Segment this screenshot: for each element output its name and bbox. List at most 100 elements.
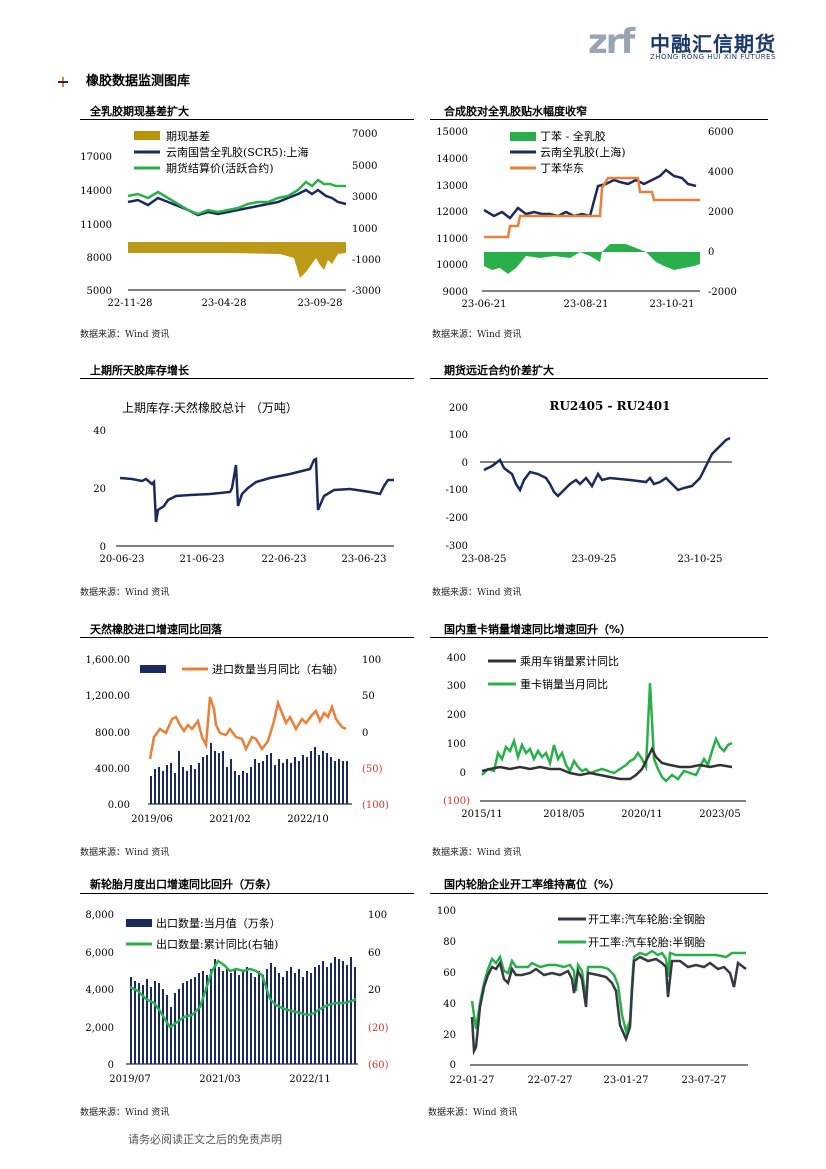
chart-7-legend-swatch-bar	[126, 919, 152, 927]
chart-1-left-tick: 5000	[87, 286, 112, 297]
chart-1-legend-swatch-basis	[134, 131, 160, 140]
chart-5-left-tick: 1,600.00	[85, 655, 130, 666]
chart-4-left-tick: 100	[449, 430, 468, 441]
chart-1-spot-series	[127, 188, 347, 217]
chart-6-left-tick: 200	[447, 710, 466, 721]
chart-8-left-tick: 40	[443, 999, 456, 1010]
chart-5-left-tick: 400.00	[95, 764, 130, 775]
chart-rule-3	[80, 378, 414, 379]
chart-7-right-tick: (20)	[368, 1023, 389, 1034]
chart-title-2: 合成胶对全乳胶贴水幅度收窄	[444, 105, 587, 118]
chart-rule-4	[430, 378, 768, 379]
chart-7-x-tick: 2021/03	[199, 1074, 241, 1085]
chart-5-x-tick: 2022/10	[287, 814, 329, 825]
chart-rule-6	[430, 637, 768, 638]
chart-2-x-tick: 23-08-21	[564, 299, 609, 310]
chart-1-right-tick: 7000	[352, 129, 377, 140]
chart-8-legend-all: 开工率:汽车轮胎:全钢胎	[588, 912, 705, 926]
chart-2-diff-series	[484, 244, 700, 274]
chart-6-legend-truck: 重卡销量当月同比	[520, 677, 608, 691]
chart-7-x-tick: 2019/07	[109, 1074, 151, 1085]
chart-8-x-tick: 22-07-27	[528, 1075, 573, 1086]
chart-7-legend-line: 出口数量:累计同比(右轴)	[156, 937, 278, 951]
chart-1-right-tick: 5000	[352, 161, 377, 172]
chart-6-legend-car: 乘用车销量累计同比	[520, 654, 619, 668]
chart-5-x-tick: 2019/06	[131, 814, 173, 825]
chart-7-export-bars	[130, 957, 356, 1064]
chart-4-x-tick: 23-09-25	[572, 554, 617, 565]
chart-5-right-tick: (100)	[362, 800, 389, 811]
chart-4-x-tick: 23-10-25	[678, 554, 723, 565]
chart-2-legend-spot: 云南全乳胶(上海)	[540, 145, 626, 159]
chart-source-1: 数据来源：Wind 资讯	[80, 330, 170, 340]
chart-rule-5	[80, 637, 414, 638]
chart-5-right-tick: (50)	[362, 764, 383, 775]
chart-1-left-tick: 17000	[80, 152, 112, 163]
chart-5-legend-swatch-bar	[140, 665, 166, 673]
chart-1-svg: 期现基差 云南国营全乳胶(SCR5):上海 期货结算价(活跃合约) 17000 …	[80, 129, 381, 309]
chart-2-spot-series	[483, 168, 697, 220]
chart-1-x-tick: 23-09-28	[298, 298, 343, 309]
chart-8-left-tick: 80	[443, 937, 456, 948]
chart-2-right-tick: 6000	[708, 127, 733, 138]
chart-2-right-tick: 2000	[708, 207, 733, 218]
chart-4-left-tick: -100	[446, 485, 468, 496]
chart-1-legend-spot: 云南国营全乳胶(SCR5):上海	[166, 145, 309, 159]
chart-8-left-tick: 100	[437, 906, 456, 917]
chart-title-5: 天然橡胶进口增速同比回落	[90, 623, 222, 636]
chart-5-right-tick: 100	[362, 655, 381, 666]
chart-1-left-tick: 8000	[87, 253, 112, 264]
chart-title-4: 期货远近合约价差扩大	[444, 364, 554, 377]
footer-disclaimer: 请务必阅读正文之后的免责声明	[128, 1133, 282, 1146]
chart-1-left-tick: 14000	[80, 186, 112, 197]
chart-title-3: 上期所天胶库存增长	[90, 364, 189, 377]
chart-6-left-tick: 300	[447, 681, 466, 692]
section-title: 橡胶数据监测图库	[86, 74, 191, 89]
chart-title-7: 新轮胎月度出口增速同比回升（万条）	[90, 878, 277, 891]
chart-1-right-tick: 1000	[352, 224, 377, 235]
chart-7-legend-bar: 出口数量:当月值（万条）	[156, 916, 281, 930]
chart-8-left-tick: 20	[443, 1030, 456, 1041]
chart-4-left-tick: 0	[462, 458, 468, 469]
chart-6-truck-series	[481, 682, 733, 783]
chart-source-4: 数据来源：Wind 资讯	[432, 588, 522, 598]
chart-1-legend-basis: 期现基差	[166, 129, 210, 143]
chart-6-x-tick: 2020/11	[621, 809, 663, 820]
chart-2-left-tick: 15000	[436, 127, 468, 138]
logo-mark: zrf	[588, 22, 635, 62]
chart-5-import-bars	[150, 743, 348, 804]
logo-company-name: 中融汇信期货	[650, 32, 776, 56]
chart-2-left-tick: 12000	[436, 207, 468, 218]
chart-4-left-tick: -300	[446, 541, 468, 552]
chart-7-x-tick: 2022/11	[289, 1074, 331, 1085]
chart-6-left-tick: 100	[447, 739, 466, 750]
chart-2-x-tick: 23-06-21	[462, 299, 507, 310]
chart-source-7: 数据来源：Wind 资讯	[80, 1108, 170, 1118]
chart-1-fut-series	[127, 178, 346, 216]
chart-3-svg: 上期库存:天然橡胶总计 （万吨） 40 20 0 20-06-23 21-06-…	[93, 400, 394, 565]
chart-1-legend-fut: 期货结算价(活跃合约)	[166, 161, 274, 175]
chart-4-legend: RU2405 - RU2401	[549, 399, 670, 413]
chart-7-left-tick: 6,000	[85, 948, 114, 959]
chart-rule-2	[430, 119, 768, 120]
chart-6-x-tick: 2023/05	[699, 809, 741, 820]
chart-5-right-tick: 0	[362, 728, 368, 739]
chart-5-right-tick: 50	[362, 691, 375, 702]
chart-7-right-tick: 60	[368, 948, 381, 959]
chart-3-x-tick: 20-06-23	[100, 554, 145, 565]
chart-3-x-tick: 21-06-23	[180, 554, 225, 565]
chart-1-left-tick: 11000	[80, 220, 112, 231]
chart-2-sbr-series	[484, 176, 700, 239]
chart-3-legend: 上期库存:天然橡胶总计 （万吨）	[122, 400, 298, 415]
chart-2-svg: 丁苯 - 全乳胶 云南全乳胶(上海) 丁苯华东 15000 14000 1300…	[436, 127, 737, 310]
chart-4-svg: RU2405 - RU2401 200 100 0 -100 -200 -300…	[446, 399, 732, 565]
chart-5-svg: 进口数量当月同比（右轴） 1,600.00 1,200.00 800.00 40…	[85, 655, 389, 825]
chart-6-left-tick: (100)	[443, 796, 470, 807]
chart-3-left-tick: 40	[93, 426, 106, 437]
chart-8-x-tick: 23-07-27	[682, 1075, 727, 1086]
chart-8-left-tick: 60	[443, 968, 456, 979]
chart-8-x-tick: 23-01-27	[604, 1075, 649, 1086]
chart-2-legend-sbr: 丁苯华东	[540, 161, 584, 175]
chart-2-legend-swatch-diff	[510, 132, 536, 141]
chart-3-left-tick: 20	[93, 484, 106, 495]
